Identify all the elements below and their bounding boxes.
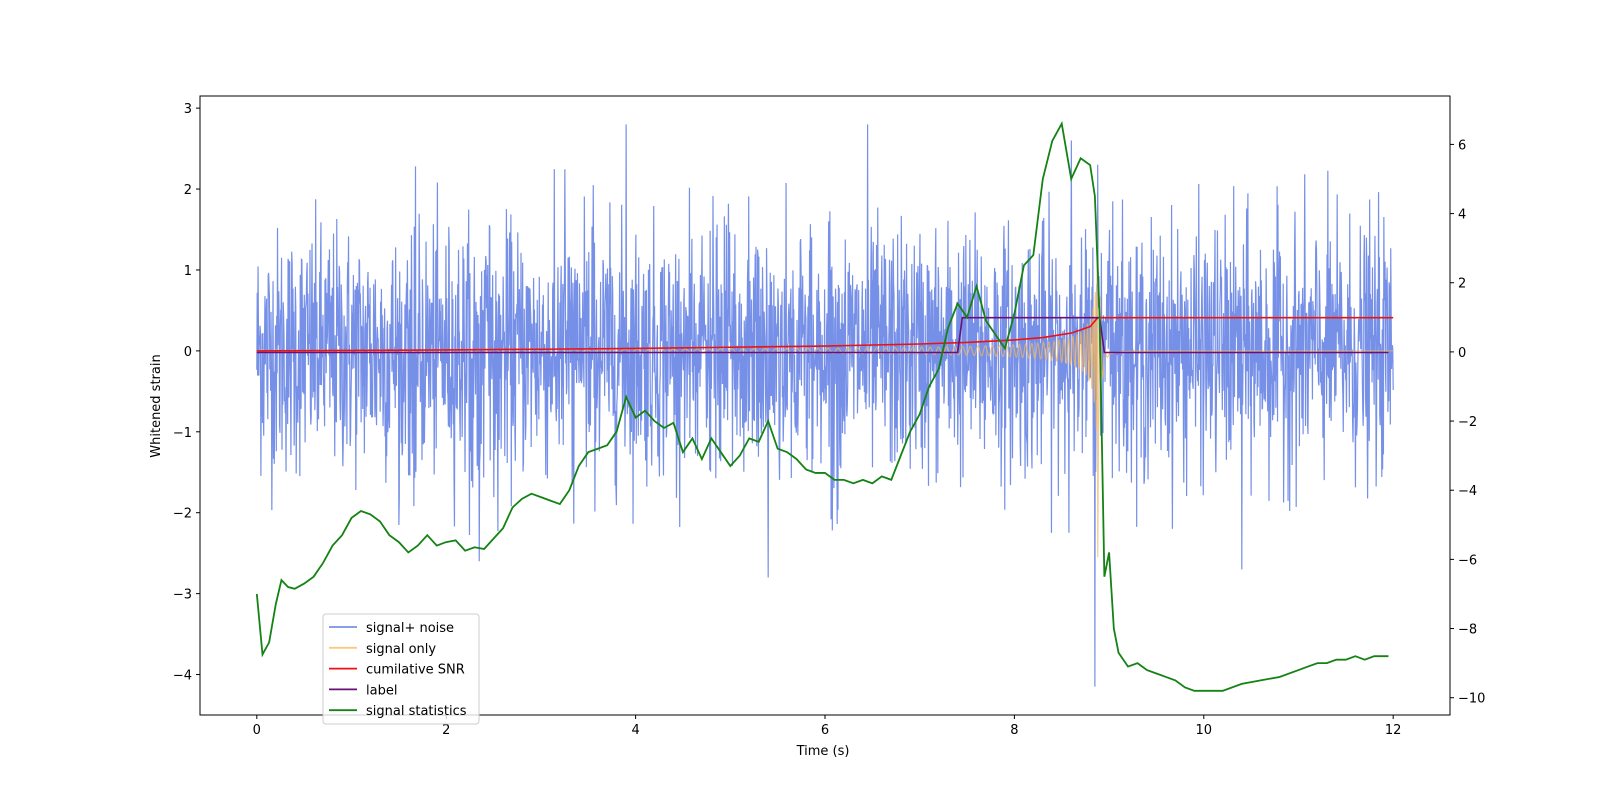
y-axis-left: −4 −3 −2 −1 0 1 2 3 bbox=[173, 102, 200, 684]
y2-tick-label: 6 bbox=[1458, 138, 1466, 153]
x-tick-label: 10 bbox=[1196, 723, 1213, 738]
x-tick-label: 6 bbox=[821, 723, 829, 738]
y-tick-label: −1 bbox=[173, 426, 192, 441]
y-tick-label: −3 bbox=[173, 588, 192, 603]
legend-box bbox=[322, 613, 480, 725]
y2-tick-label: −10 bbox=[1458, 692, 1485, 707]
y2-tick-label: −8 bbox=[1458, 623, 1477, 638]
y-tick-label: 0 bbox=[184, 345, 192, 360]
x-tick-label: 8 bbox=[1010, 723, 1018, 738]
legend-label: signal+ noise bbox=[366, 621, 454, 636]
y2-tick-label: 4 bbox=[1458, 208, 1466, 223]
y-tick-label: −2 bbox=[173, 507, 192, 522]
y2-tick-label: −6 bbox=[1458, 553, 1477, 568]
y2-tick-label: −4 bbox=[1458, 484, 1477, 499]
y-tick-label: 2 bbox=[184, 183, 192, 198]
x-axis-label: Time (s) bbox=[796, 744, 850, 759]
y-tick-label: 1 bbox=[184, 264, 192, 279]
y2-tick-label: −2 bbox=[1458, 415, 1477, 430]
y-tick-label: −4 bbox=[173, 669, 192, 684]
y-tick-label: 3 bbox=[184, 102, 192, 117]
x-axis: 0 2 4 6 8 10 12 bbox=[253, 715, 1402, 738]
series-signal-noise bbox=[256, 124, 1394, 687]
legend-label: cumilative SNR bbox=[366, 663, 465, 678]
x-tick-label: 4 bbox=[631, 723, 639, 738]
legend: signal+ noise signal only cumilative SNR la… bbox=[322, 613, 480, 725]
y2-tick-label: 2 bbox=[1458, 277, 1466, 292]
series-layer bbox=[255, 120, 1394, 692]
x-tick-label: 0 bbox=[253, 723, 261, 738]
series-label bbox=[256, 316, 1389, 354]
y-axis-label: Whitened strain bbox=[149, 354, 164, 457]
legend-label: signal statistics bbox=[366, 704, 467, 719]
legend-label: label bbox=[366, 683, 397, 698]
legend-label: signal only bbox=[366, 642, 436, 657]
x-tick-label: 12 bbox=[1385, 723, 1402, 738]
x-tick-label: 2 bbox=[442, 723, 450, 738]
series-signal-statistics bbox=[255, 120, 1389, 692]
series-cumulative-snr bbox=[256, 316, 1394, 352]
y2-tick-label: 0 bbox=[1458, 346, 1466, 361]
y-axis-right: −10 −8 −6 −4 −2 0 2 4 6 bbox=[1450, 138, 1485, 707]
